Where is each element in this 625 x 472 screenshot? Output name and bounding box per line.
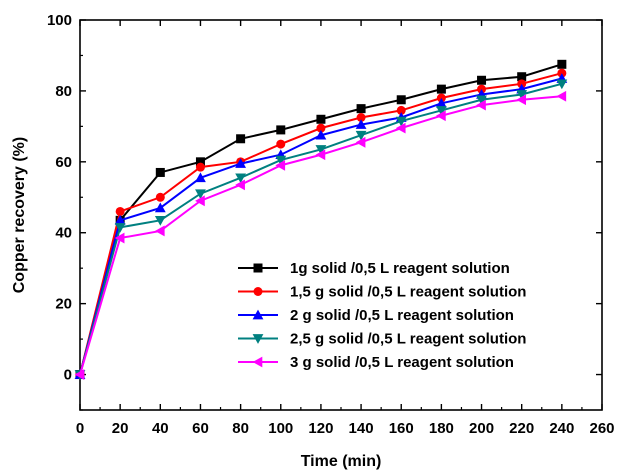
x-tick-label: 220 — [509, 420, 534, 437]
data-point — [355, 130, 367, 141]
data-point — [275, 159, 286, 171]
legend-marker — [252, 356, 263, 368]
series-line — [79, 63, 563, 375]
data-point — [516, 94, 527, 106]
data-point — [155, 167, 165, 177]
data-point — [154, 225, 165, 237]
data-point — [355, 119, 367, 129]
legend-item: 1g solid /0,5 L reagent solution — [238, 260, 510, 277]
legend-marker — [252, 334, 264, 344]
data-point — [316, 123, 326, 133]
data-point — [275, 155, 287, 166]
data-point — [556, 90, 567, 102]
data-point — [435, 106, 447, 116]
x-tick-label: 240 — [549, 420, 574, 437]
x-axis-title: Time (min) — [301, 453, 382, 470]
x-tick-label: 140 — [349, 420, 374, 437]
data-point — [235, 173, 247, 184]
data-point — [396, 105, 406, 115]
axis-ticks: 0 20 40 60 80 100 120 140 160 180 200 220 240 260 0 20 4… — [47, 12, 615, 437]
legend-item: 2,5 g solid /0,5 L reagent solution — [238, 331, 526, 348]
y-tick-label: 20 — [55, 296, 72, 313]
y-axis-title: Copper recovery (%) — [11, 137, 28, 294]
data-point — [476, 95, 487, 106]
data-point — [356, 113, 366, 122]
data-point — [435, 97, 447, 108]
data-point — [315, 149, 326, 161]
data-point — [195, 172, 206, 183]
data-point — [276, 125, 286, 135]
x-tick-label: 60 — [192, 420, 209, 437]
legend-marker — [253, 263, 263, 273]
legend-label: 2,5 g solid /0,5 L reagent solution — [290, 331, 526, 348]
data-point — [316, 114, 326, 124]
x-tick-label: 200 — [469, 420, 494, 437]
x-tick-label: 0 — [76, 420, 84, 437]
x-tick-label: 20 — [112, 420, 129, 437]
x-tick-label: 120 — [308, 420, 333, 437]
y-tick-label: 60 — [55, 154, 72, 171]
data-point — [476, 99, 486, 111]
y-tick-label: 40 — [55, 225, 72, 242]
y-tick-label: 100 — [47, 12, 72, 29]
data-point — [517, 72, 527, 82]
legend-item: 3 g solid /0,5 L reagent solution — [238, 354, 514, 371]
legend-label: 2 g solid /0,5 L reagent solution — [290, 307, 514, 324]
series-group — [74, 59, 568, 380]
data-point — [315, 145, 327, 155]
x-tick-label: 100 — [268, 420, 293, 437]
x-tick-label: 160 — [389, 420, 414, 437]
series-4 — [74, 79, 568, 380]
data-point — [235, 179, 245, 191]
data-point — [395, 122, 406, 134]
data-point — [74, 369, 85, 380]
data-point — [355, 136, 366, 148]
data-point — [115, 206, 125, 216]
legend-label: 1,5 g solid /0,5 L reagent solution — [290, 284, 526, 301]
data-point — [236, 134, 246, 144]
data-point — [477, 75, 487, 85]
legend-marker — [253, 287, 263, 296]
x-tick-label: 260 — [589, 420, 614, 437]
x-tick-label: 180 — [429, 420, 454, 437]
data-point — [195, 189, 206, 200]
data-point — [114, 232, 125, 244]
legend-label: 1g solid /0,5 L reagent solution — [290, 260, 510, 277]
data-point — [436, 84, 446, 94]
legend: 1g solid /0,5 L reagent solution 1,5 g so… — [238, 260, 526, 371]
data-point — [516, 90, 528, 100]
data-point — [356, 104, 366, 114]
data-point — [155, 192, 165, 202]
data-point — [195, 195, 205, 207]
legend-item: 2 g solid /0,5 L reagent solution — [238, 307, 514, 324]
legend-marker — [252, 309, 264, 320]
data-point — [435, 110, 446, 122]
data-point — [235, 158, 247, 168]
y-tick-label: 80 — [55, 83, 72, 100]
data-point — [315, 129, 327, 140]
x-tick-label: 80 — [232, 420, 249, 437]
data-point — [114, 214, 126, 225]
x-tick-label: 40 — [152, 420, 169, 437]
data-point — [395, 116, 407, 127]
data-point — [557, 59, 567, 69]
data-point — [154, 202, 166, 213]
data-point — [114, 223, 126, 233]
data-point — [276, 139, 286, 149]
legend-item: 1,5 g solid /0,5 L reagent solution — [238, 284, 526, 301]
legend-label: 3 g solid /0,5 L reagent solution — [290, 354, 514, 371]
data-point — [154, 215, 166, 226]
data-point — [195, 157, 205, 167]
series-5 — [74, 90, 567, 380]
y-tick-label: 0 — [64, 367, 72, 384]
data-point — [556, 79, 568, 90]
data-point — [195, 162, 205, 172]
data-point — [396, 95, 406, 105]
